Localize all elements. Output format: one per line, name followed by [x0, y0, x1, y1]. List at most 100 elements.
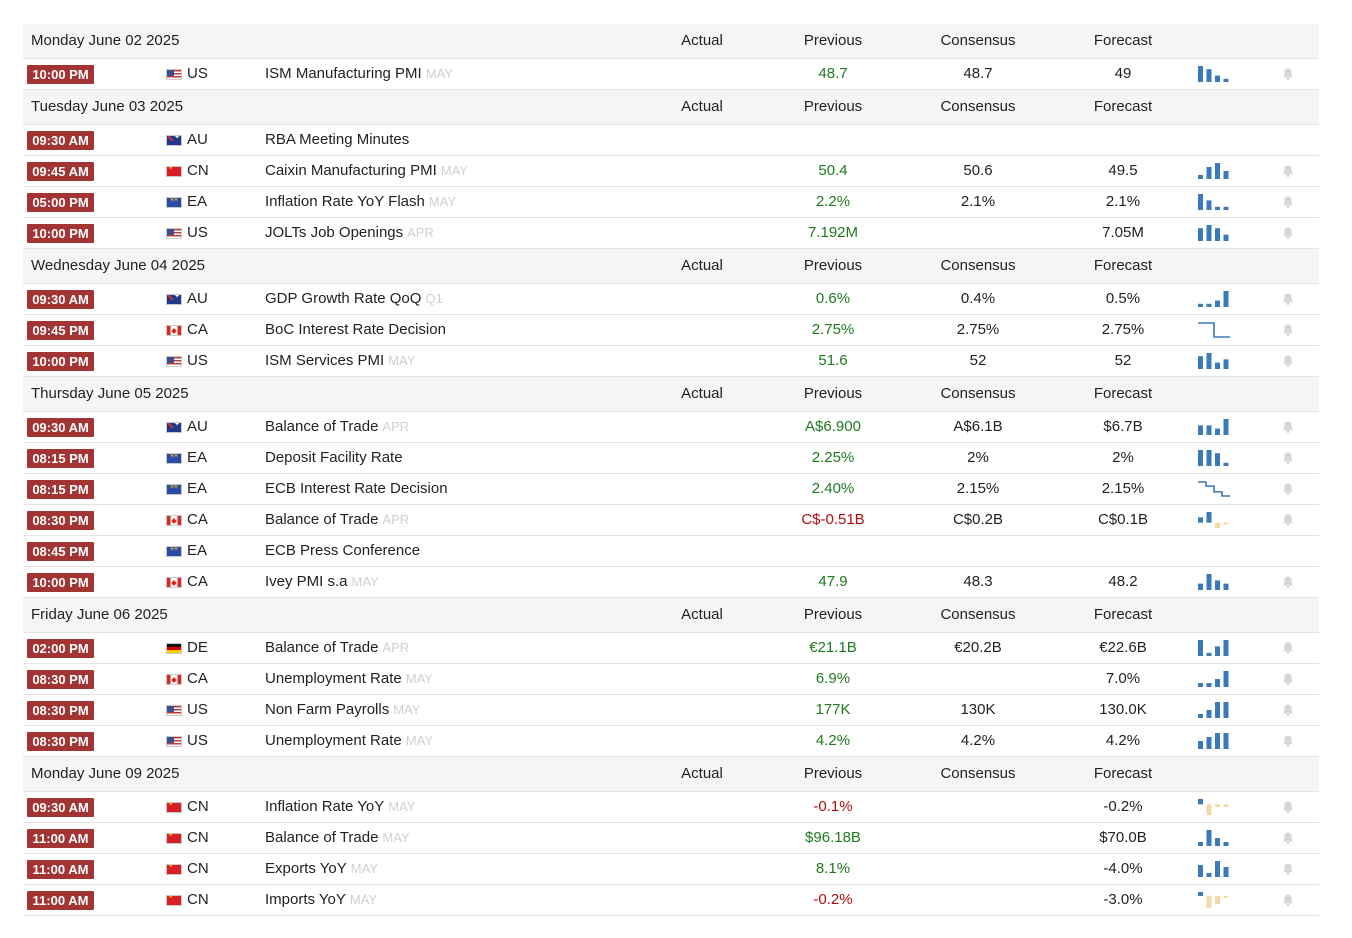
bell-icon[interactable] [1281, 195, 1295, 209]
event-name-link[interactable]: Non Farm Payrolls MAY [265, 695, 420, 725]
event-name[interactable]: Exports YoY [265, 860, 347, 877]
event-name[interactable]: Ivey PMI s.a [265, 573, 348, 590]
event-row[interactable]: 08:30 PM CA Unemployment Rate MAY 6.9% 7.0% [23, 664, 1319, 695]
sparkline-chart[interactable] [1197, 65, 1231, 83]
event-row[interactable]: 10:00 PM US ISM Manufacturing PMI MAY 48.7 48… [23, 59, 1319, 90]
sparkline-chart[interactable] [1197, 798, 1231, 816]
bell-icon[interactable] [1281, 641, 1295, 655]
event-row[interactable]: 02:00 PM DE Balance of Trade APR €21.1B €20.2… [23, 633, 1319, 664]
bell-icon[interactable] [1281, 292, 1295, 306]
event-name-link[interactable]: ISM Services PMI MAY [265, 346, 415, 376]
bell-icon[interactable] [1281, 513, 1295, 527]
event-name[interactable]: Non Farm Payrolls [265, 701, 389, 718]
event-name-link[interactable]: Balance of Trade APR [265, 505, 409, 535]
event-row[interactable]: 08:30 PM CA Balance of Trade APR C$-0.51B C$0… [23, 505, 1319, 536]
event-name-link[interactable]: Imports YoY MAY [265, 885, 377, 915]
event-name[interactable]: RBA Meeting Minutes [265, 131, 409, 148]
bell-icon[interactable] [1281, 703, 1295, 717]
event-name[interactable]: GDP Growth Rate QoQ [265, 290, 421, 307]
event-name[interactable]: ISM Services PMI [265, 352, 384, 369]
sparkline-chart[interactable] [1197, 449, 1231, 467]
bell-icon[interactable] [1281, 354, 1295, 368]
event-name[interactable]: Unemployment Rate [265, 732, 402, 749]
event-name-link[interactable]: RBA Meeting Minutes [265, 125, 409, 155]
event-name[interactable]: Balance of Trade [265, 639, 378, 656]
event-row[interactable]: 09:45 PM CA BoC Interest Rate Decision 2.75… [23, 315, 1319, 346]
event-row[interactable]: 10:00 PM US ISM Services PMI MAY 51.6 52 52 [23, 346, 1319, 377]
event-row[interactable]: 08:15 PM EA Deposit Facility Rate 2.25% 2% 2% [23, 443, 1319, 474]
event-row[interactable]: 08:45 PM EA ECB Press Conference [23, 536, 1319, 567]
event-name[interactable]: Unemployment Rate [265, 670, 402, 687]
bell-icon[interactable] [1281, 451, 1295, 465]
event-name-link[interactable]: Unemployment Rate MAY [265, 726, 433, 756]
event-row[interactable]: 10:00 PM US JOLTs Job Openings APR 7.192M 7.0… [23, 218, 1319, 249]
sparkline-chart[interactable] [1197, 290, 1231, 308]
event-row[interactable]: 08:30 PM US Non Farm Payrolls MAY 177K 130K 13… [23, 695, 1319, 726]
bell-icon[interactable] [1281, 226, 1295, 240]
event-name-link[interactable]: Balance of Trade APR [265, 633, 409, 663]
event-name[interactable]: ECB Interest Rate Decision [265, 480, 448, 497]
bell-icon[interactable] [1281, 800, 1295, 814]
event-name[interactable]: Deposit Facility Rate [265, 449, 403, 466]
event-name[interactable]: BoC Interest Rate Decision [265, 321, 446, 338]
event-name-link[interactable]: Inflation Rate YoY MAY [265, 792, 415, 822]
sparkline-chart[interactable] [1197, 573, 1231, 591]
event-name[interactable]: ECB Press Conference [265, 542, 420, 559]
bell-icon[interactable] [1281, 575, 1295, 589]
bell-icon[interactable] [1281, 862, 1295, 876]
event-name[interactable]: ISM Manufacturing PMI [265, 65, 422, 82]
sparkline-chart[interactable] [1197, 224, 1231, 242]
sparkline-chart[interactable] [1197, 418, 1231, 436]
sparkline-chart[interactable] [1197, 352, 1231, 370]
sparkline-chart[interactable] [1197, 162, 1231, 180]
event-name-link[interactable]: Balance of Trade MAY [265, 823, 410, 853]
event-name[interactable]: Balance of Trade [265, 511, 378, 528]
event-name[interactable]: Balance of Trade [265, 829, 378, 846]
event-name-link[interactable]: Unemployment Rate MAY [265, 664, 433, 694]
event-row[interactable]: 09:30 AM AU RBA Meeting Minutes [23, 125, 1319, 156]
event-row[interactable]: 10:00 PM CA Ivey PMI s.a MAY 47.9 48.3 48.2 [23, 567, 1319, 598]
event-name[interactable]: Balance of Trade [265, 418, 378, 435]
bell-icon[interactable] [1281, 420, 1295, 434]
sparkline-chart[interactable] [1197, 732, 1231, 750]
bell-icon[interactable] [1281, 893, 1295, 907]
event-name-link[interactable]: ECB Press Conference [265, 536, 420, 566]
event-name-link[interactable]: Exports YoY MAY [265, 854, 378, 884]
bell-icon[interactable] [1281, 734, 1295, 748]
event-name-link[interactable]: Balance of Trade APR [265, 412, 409, 442]
event-name[interactable]: Caixin Manufacturing PMI [265, 162, 437, 179]
event-name[interactable]: Imports YoY [265, 891, 346, 908]
sparkline-chart[interactable] [1197, 860, 1231, 878]
bell-icon[interactable] [1281, 164, 1295, 178]
event-name-link[interactable]: ECB Interest Rate Decision [265, 474, 448, 504]
event-name-link[interactable]: Inflation Rate YoY Flash MAY [265, 187, 456, 217]
sparkline-chart[interactable] [1197, 480, 1231, 498]
sparkline-chart[interactable] [1197, 891, 1231, 909]
event-name[interactable]: JOLTs Job Openings [265, 224, 403, 241]
sparkline-chart[interactable] [1197, 670, 1231, 688]
bell-icon[interactable] [1281, 67, 1295, 81]
sparkline-chart[interactable] [1197, 511, 1231, 529]
sparkline-chart[interactable] [1197, 321, 1231, 339]
event-name-link[interactable]: Deposit Facility Rate [265, 443, 403, 473]
event-name-link[interactable]: GDP Growth Rate QoQ Q1 [265, 284, 443, 314]
event-name[interactable]: Inflation Rate YoY Flash [265, 193, 425, 210]
event-name-link[interactable]: BoC Interest Rate Decision [265, 315, 446, 345]
event-name-link[interactable]: Ivey PMI s.a MAY [265, 567, 379, 597]
bell-icon[interactable] [1281, 672, 1295, 686]
bell-icon[interactable] [1281, 831, 1295, 845]
sparkline-chart[interactable] [1197, 701, 1231, 719]
bell-icon[interactable] [1281, 482, 1295, 496]
bell-icon[interactable] [1281, 323, 1295, 337]
event-name-link[interactable]: JOLTs Job Openings APR [265, 218, 434, 248]
event-name-link[interactable]: ISM Manufacturing PMI MAY [265, 59, 453, 89]
sparkline-chart[interactable] [1197, 639, 1231, 657]
